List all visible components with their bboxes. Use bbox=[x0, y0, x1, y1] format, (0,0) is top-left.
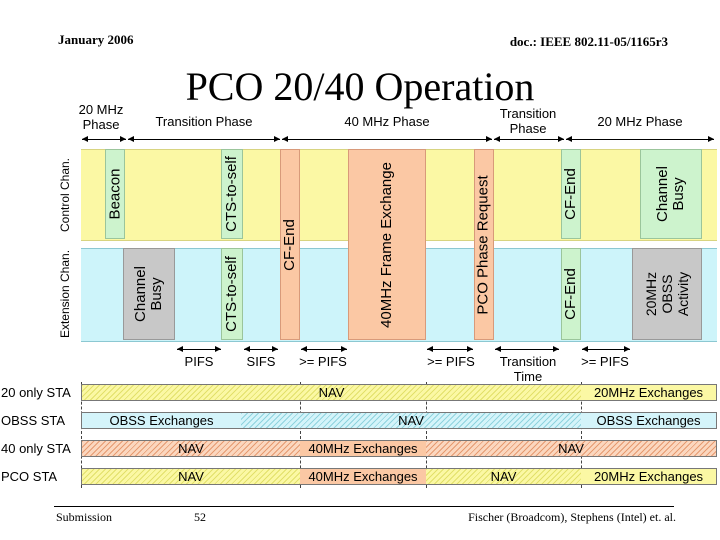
phase-transition-2: Transition Phase bbox=[499, 106, 557, 136]
frame-exchange-40mhz: 40MHz Frame Exchange bbox=[348, 149, 426, 340]
cf-end-frame: CF-End bbox=[280, 149, 300, 340]
slide-title: PCO 20/40 Operation bbox=[185, 64, 535, 109]
phase-arrow-transition-1 bbox=[128, 136, 280, 142]
station-row-obss: OBSS Exchanges NAV OBSS Exchanges bbox=[81, 412, 717, 429]
station-row-pco: NAV 40MHz Exchanges NAV 20MHz Exchanges bbox=[81, 468, 717, 485]
nav-segment: NAV bbox=[426, 441, 716, 456]
phase-20mhz-end: 20 MHz Phase bbox=[597, 114, 683, 129]
exchange-40mhz-segment: 40MHz Exchanges bbox=[300, 469, 426, 484]
phase-40mhz: 40 MHz Phase bbox=[344, 114, 430, 129]
phase-arrow-40mhz bbox=[282, 136, 492, 142]
station-label-obss: OBSS STA bbox=[1, 413, 66, 428]
pco-phase-request-frame: PCO Phase Request bbox=[474, 149, 494, 340]
station-label-pco: PCO STA bbox=[1, 469, 58, 484]
pifs-label-3: >= PIFS bbox=[427, 354, 475, 369]
station-row-40-only: NAV 40MHz Exchanges NAV bbox=[81, 440, 717, 457]
extension-channel-label: Extension Chan. bbox=[58, 249, 72, 339]
phase-transition-1: Transition Phase bbox=[155, 114, 253, 129]
footer-page-number: 52 bbox=[194, 510, 206, 524]
station-label-20-only: 20 only STA bbox=[1, 385, 71, 400]
pifs-label: PIFS bbox=[184, 354, 214, 369]
pifs-arrow-4 bbox=[582, 346, 630, 352]
control-channel-label: Control Chan. bbox=[58, 157, 73, 233]
pifs-label-4: >= PIFS bbox=[581, 354, 629, 369]
boundary-line bbox=[426, 382, 427, 488]
cts-to-self-control-frame: CTS-to-self bbox=[221, 149, 243, 239]
obss-exchange-segment: OBSS Exchanges bbox=[581, 413, 716, 428]
footer-authors: Fischer (Broadcom), Stephens (Intel) et.… bbox=[468, 510, 676, 524]
exchange-40mhz-segment: 40MHz Exchanges bbox=[300, 441, 426, 456]
phase-arrow-transition-2 bbox=[494, 136, 564, 142]
station-label-40-only: 40 only STA bbox=[1, 441, 71, 456]
transition-time-arrow bbox=[495, 346, 559, 352]
nav-segment: NAV bbox=[82, 385, 581, 400]
cts-to-self-extension-frame: CTS-to-self bbox=[221, 248, 243, 340]
sifs-label: SIFS bbox=[246, 354, 276, 369]
boundary-line bbox=[81, 382, 82, 488]
sifs-arrow bbox=[244, 346, 278, 352]
nav-segment: NAV bbox=[426, 469, 581, 484]
channel-busy-extension-frame: Channel Busy bbox=[123, 248, 175, 340]
cf-end-control-frame: CF-End bbox=[561, 149, 581, 239]
nav-segment: NAV bbox=[82, 469, 300, 484]
boundary-line bbox=[300, 382, 301, 488]
header-date: January 2006 bbox=[58, 32, 134, 47]
cf-end-extension-frame: CF-End bbox=[561, 248, 581, 340]
obss-activity-frame: 20MHz OBSS Activity bbox=[632, 248, 702, 340]
exchange-20mhz-segment: 20MHz Exchanges bbox=[581, 385, 716, 400]
pifs-arrow-2 bbox=[301, 346, 347, 352]
nav-segment: NAV bbox=[241, 413, 581, 428]
pifs-label-2: >= PIFS bbox=[299, 354, 347, 369]
pifs-arrow-3 bbox=[427, 346, 473, 352]
footer-submission: Submission bbox=[56, 510, 113, 524]
transition-time-label: Transition Time bbox=[499, 354, 557, 384]
header-doc-id: doc.: IEEE 802.11-05/1165r3 bbox=[509, 34, 668, 49]
footer-rule bbox=[54, 506, 674, 507]
pifs-arrow bbox=[177, 346, 221, 352]
nav-segment: NAV bbox=[82, 441, 300, 456]
exchange-20mhz-segment: 20MHz Exchanges bbox=[581, 469, 716, 484]
obss-exchange-segment: OBSS Exchanges bbox=[82, 413, 241, 428]
phase-arrow-20mhz-end bbox=[566, 136, 714, 142]
phase-arrow-20mhz-start bbox=[82, 136, 126, 142]
beacon-frame: Beacon bbox=[105, 149, 125, 239]
phase-20mhz-start: 20 MHz Phase bbox=[78, 102, 124, 132]
channel-busy-control-frame: Channel Busy bbox=[640, 149, 702, 239]
boundary-line bbox=[581, 382, 582, 488]
station-row-20-only: NAV 20MHz Exchanges bbox=[81, 384, 717, 401]
